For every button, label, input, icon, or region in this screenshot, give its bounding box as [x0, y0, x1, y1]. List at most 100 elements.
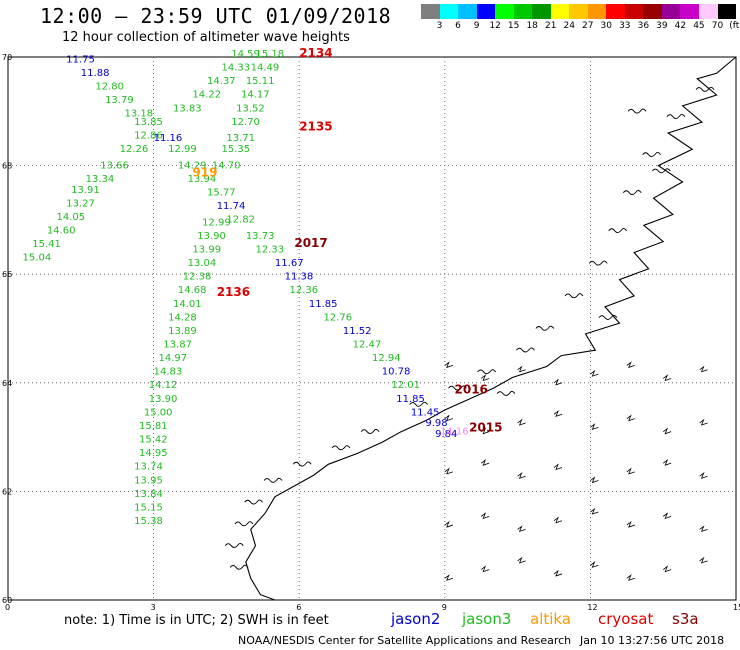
swh-value-label: 13.94	[188, 174, 217, 185]
fjord-line	[480, 512, 490, 520]
track-id-label: 2017	[294, 236, 327, 250]
swh-value-label: 11.16	[154, 133, 183, 144]
lon-tick-label: 0	[5, 603, 10, 612]
colorbar-tick-label: 45	[693, 21, 705, 31]
colorbar-tick-label: 39	[656, 21, 668, 31]
swh-value-label: 15.38	[134, 516, 163, 527]
swh-value-label: 11.88	[81, 68, 110, 79]
fjord-line	[553, 378, 563, 386]
swh-value-label: 11.74	[217, 201, 246, 212]
swh-value-label: 15.35	[222, 144, 251, 155]
swh-value-label: 14.97	[158, 353, 187, 364]
colorbar-swatch	[587, 4, 607, 19]
colorbar-swatch	[698, 4, 718, 19]
footer-note: note: 1) Time is in UTC; 2) SWH is in fe…	[64, 613, 329, 628]
legend-jason3: jason3	[462, 610, 512, 628]
fjord-line	[662, 512, 672, 520]
island-outline	[516, 347, 535, 353]
swh-value-label: 13.85	[134, 117, 163, 128]
swh-value-label: 11.45	[411, 407, 440, 418]
swh-value-label: 12.82	[226, 215, 255, 226]
swh-value-label: 13.89	[168, 326, 197, 337]
fjord-line	[590, 476, 599, 484]
swh-value-label: 14.95	[139, 448, 168, 459]
fjord-line	[480, 374, 490, 382]
swh-value-label: 14.83	[154, 367, 183, 378]
colorbar-tick-label: 42	[674, 21, 687, 31]
swh-value-label: 12.80	[95, 82, 124, 93]
island-outline	[598, 314, 618, 320]
fjord-line	[626, 467, 635, 475]
swh-value-label: 12.70	[231, 117, 260, 128]
fjord-line	[480, 565, 490, 573]
swh-value-label: 12.36	[289, 285, 318, 296]
swh-value-label: 13.99	[192, 244, 221, 255]
fjord-line	[517, 472, 526, 479]
map-grid	[8, 57, 736, 600]
island-outline	[622, 190, 642, 195]
swh-value-label: 13.71	[226, 133, 255, 144]
fjord-line	[517, 525, 526, 533]
island-outline	[564, 293, 584, 299]
lat-tick-label: 66	[2, 270, 12, 279]
colorbar-swatch	[476, 4, 496, 19]
swh-value-label: 13.79	[105, 95, 134, 106]
fjord-line	[590, 423, 599, 430]
footer-timestamp: Jan 10 13:27:56 UTC 2018	[580, 634, 725, 647]
island-outline	[627, 108, 647, 114]
fjord-line	[662, 374, 672, 382]
swh-value-label: 10.78	[382, 367, 411, 378]
island-outline	[229, 564, 249, 570]
swh-value-label: 11.75	[66, 54, 95, 65]
colorbar-swatch	[439, 4, 459, 19]
fjord-line	[517, 556, 526, 564]
swh-value-label: 9.84	[435, 429, 457, 440]
island-outline	[642, 152, 661, 157]
swh-value-label: 11.52	[343, 326, 372, 337]
fjord-line	[662, 565, 672, 573]
swh-value-label: 14.28	[168, 312, 197, 323]
track-labels: 2134 2135 919 2017 2136 2016 2015	[192, 46, 502, 435]
swh-value-label: 12.76	[323, 312, 352, 323]
island-outline	[263, 477, 283, 483]
colorbar-swatch	[550, 4, 570, 19]
swh-value-label: 14.22	[192, 90, 221, 101]
colorbar-tick-label: 24	[563, 21, 575, 31]
fjord-line	[699, 472, 708, 479]
island-outline	[651, 168, 671, 174]
swh-value-label: 13.18	[124, 109, 153, 120]
swh-value-label: 12.01	[391, 380, 420, 391]
fjord-line	[444, 361, 453, 369]
swh-value-label: 9.98	[425, 418, 447, 429]
swh-value-label: 13.83	[173, 103, 202, 114]
swh-value-label: 12.26	[120, 144, 149, 155]
colorbar-tick-label: 70	[711, 21, 724, 31]
fjord-line	[444, 467, 453, 475]
fjord-line	[553, 516, 563, 524]
island-outline	[448, 385, 467, 391]
swh-value-label: 13.66	[100, 160, 129, 171]
lat-tick-label: 62	[2, 487, 12, 496]
legend-altika: altika	[530, 610, 572, 628]
fjord-line	[590, 507, 599, 515]
colorbar-tick-label: 12	[489, 21, 501, 31]
footer-credit: NOAA/NESDIS Center for Satellite Applica…	[238, 634, 572, 647]
colorbar-swatch	[624, 4, 644, 19]
track-id-label: 919	[192, 165, 217, 179]
island-outline	[477, 369, 496, 375]
lon-tick-label: 3	[151, 603, 156, 612]
swh-value-label: 12.86	[134, 130, 163, 141]
fjord-line	[590, 561, 599, 568]
swh-value-label: 15.15	[134, 502, 163, 513]
colorbar-tick-label: 18	[526, 21, 538, 31]
track-id-label: 2015	[469, 421, 502, 435]
swh-value-label: 14.05	[57, 212, 86, 223]
colorbar-swatch	[680, 4, 699, 19]
swh-value-label: 14.37	[207, 76, 236, 87]
swh-value-label: 12.94	[372, 353, 401, 364]
swh-value-label: 13.04	[188, 258, 217, 269]
fjord-line	[626, 361, 635, 369]
lat-tick-label: 70	[2, 53, 12, 62]
swh-value-label: 15.41	[32, 239, 61, 250]
